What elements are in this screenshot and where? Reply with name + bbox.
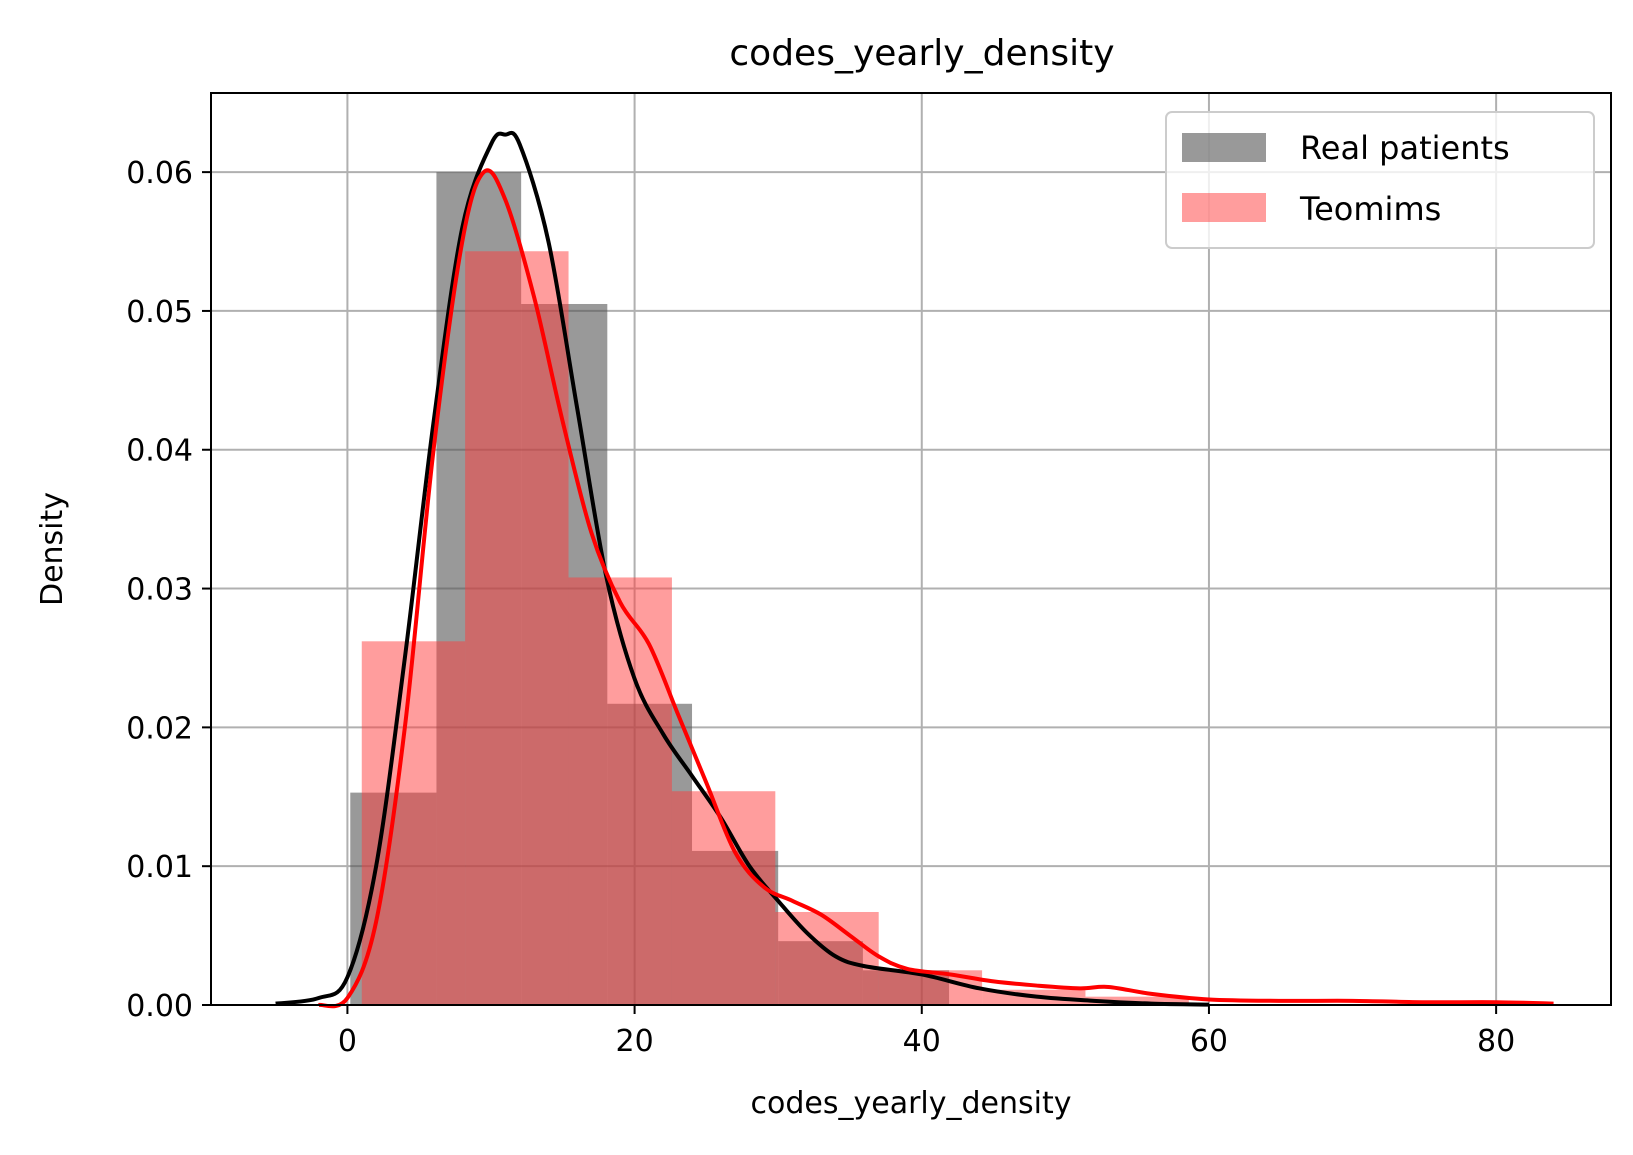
- y-tick-label-4: 0.04: [126, 434, 193, 469]
- legend-label-teomims: Teomims: [1299, 190, 1441, 228]
- x-axis-label: codes_yearly_density: [751, 1086, 1072, 1121]
- bar-teomims-1: [436, 641, 466, 1005]
- y-axis-label: Density: [35, 492, 70, 606]
- y-tick-label-1: 0.01: [126, 850, 193, 885]
- y-tick-label-6: 0.06: [126, 156, 193, 191]
- x-tick-label-3: 60: [1190, 1024, 1228, 1059]
- x-tick-label-4: 80: [1477, 1024, 1515, 1059]
- x-tick-label-1: 20: [615, 1024, 653, 1059]
- y-tick-label-0: 0.00: [126, 989, 193, 1024]
- x-tick-label-0: 0: [338, 1024, 357, 1059]
- kde-line-teomims: [318, 168, 1554, 1009]
- bar-teomims-8: [1085, 996, 1189, 1005]
- kde-line-real: [275, 130, 1209, 1007]
- legend-swatch-teomims: [1182, 193, 1266, 222]
- legend-label-real: Real patients: [1300, 129, 1510, 167]
- legend: Real patients Teomims: [1165, 111, 1595, 249]
- y-tick-label-5: 0.05: [126, 295, 193, 330]
- bar-teomims-5: [775, 911, 879, 1005]
- legend-box: [1165, 111, 1595, 249]
- chart-title: codes_yearly_density: [729, 33, 1114, 74]
- x-tick-label-2: 40: [903, 1024, 941, 1059]
- y-axis-ticks: 0.00 0.01 0.02 0.03 0.04 0.05 0.06: [126, 156, 211, 1024]
- y-tick-label-3: 0.03: [126, 573, 193, 608]
- kde-curves: [275, 130, 1554, 1009]
- histogram-bars: [350, 172, 1189, 1005]
- y-tick-label-2: 0.02: [126, 711, 193, 746]
- bar-teomims-3: [568, 577, 672, 1005]
- x-axis-ticks: 0 20 40 60 80: [338, 1005, 1515, 1059]
- plot-frame: [210, 92, 1612, 1006]
- legend-swatch-real: [1182, 133, 1266, 162]
- bar-teomims-2: [465, 251, 569, 1005]
